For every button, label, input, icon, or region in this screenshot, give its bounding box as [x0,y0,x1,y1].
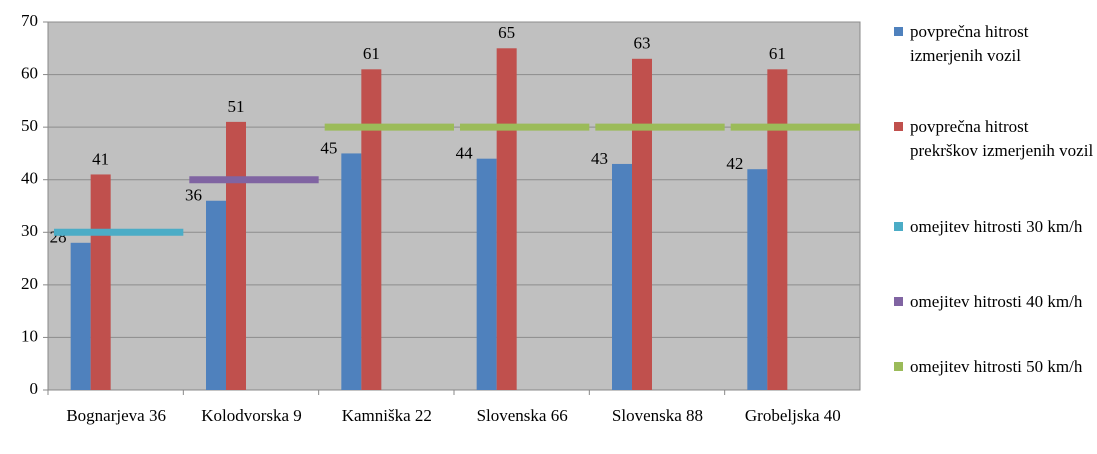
bar [206,200,226,390]
bar [632,58,652,391]
bar [747,169,768,390]
legend-label: povprečna hitrost izmerjenih vozil [910,22,1029,65]
legend-entry: omejitev hitrosti 30 km/h [894,215,1095,239]
bar [90,174,111,390]
y-tick-label: 0 [30,379,39,398]
legend-label: omejitev hitrosti 30 km/h [910,217,1083,236]
legend-label: povprečna hitrost prekrškov izmerjenih v… [910,117,1094,160]
data-label: 61 [363,44,380,63]
data-label: 41 [92,149,109,168]
legend-entry: omejitev hitrosti 50 km/h [894,355,1095,379]
bar [341,153,362,390]
y-tick-label: 40 [21,169,38,188]
y-tick-label: 10 [21,326,38,345]
legend-entry: povprečna hitrost prekrškov izmerjenih v… [894,115,1095,163]
y-tick-label: 20 [21,274,38,293]
bar [70,242,91,390]
legend-entry: omejitev hitrosti 40 km/h [894,290,1095,314]
data-label: 45 [320,138,337,157]
x-tick-label: Kolodvorska 9 [201,406,302,425]
legend-swatch [894,122,903,131]
legend-label: omejitev hitrosti 50 km/h [910,357,1083,376]
bar [612,163,632,390]
x-tick-label: Grobeljska 40 [744,406,841,425]
y-tick-label: 70 [21,11,38,30]
data-label: 63 [634,34,651,53]
data-label: 65 [498,23,515,42]
bar [767,69,788,391]
legend-entry: povprečna hitrost izmerjenih vozil [894,20,1095,68]
legend-swatch [894,222,903,231]
bar [361,69,382,391]
bar [476,158,497,390]
x-tick-label: Slovenska 66 [476,406,568,425]
x-tick-label: Bognarjeva 36 [66,406,166,425]
data-label: 44 [456,144,474,163]
data-label: 61 [769,44,786,63]
x-tick-label: Kamniška 22 [341,406,432,425]
y-tick-label: 60 [21,63,38,82]
y-tick-label: 30 [21,221,38,240]
y-tick-label: 50 [21,116,38,135]
legend-label: omejitev hitrosti 40 km/h [910,292,1083,311]
data-label: 51 [228,97,245,116]
data-label: 43 [591,149,608,168]
bar [496,48,517,391]
data-label: 42 [726,154,743,173]
legend-swatch [894,297,903,306]
legend-swatch [894,27,903,36]
legend-swatch [894,362,903,371]
x-tick-label: Slovenska 88 [611,406,704,425]
bar [226,121,246,390]
data-label: 36 [185,186,202,205]
plot-area [47,21,861,391]
